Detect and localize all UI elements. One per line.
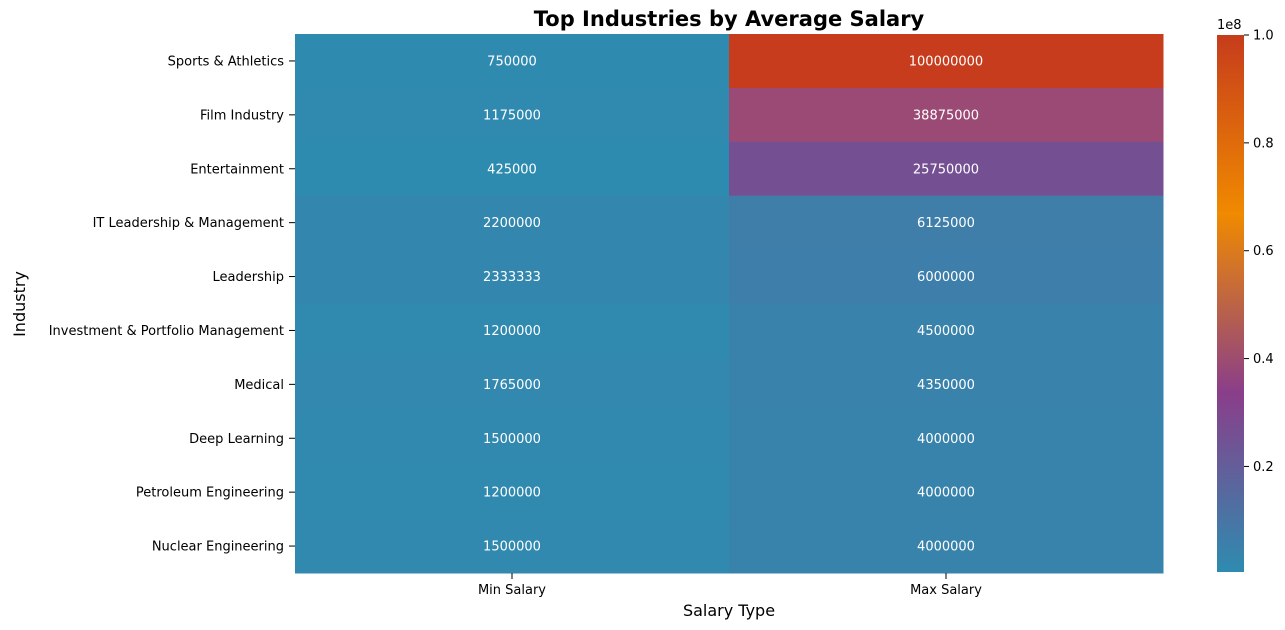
cell-value-label: 4000000 [917,486,975,501]
cell-value-label: 4500000 [917,324,975,339]
cell-value-label: 1175000 [483,108,541,123]
colorbar-tick-label: 0.2 [1253,460,1274,475]
colorbar: 1e8 0.2 0.4 0.6 0.8 1.0 [1217,18,1274,572]
heatmap-cell [729,411,1164,466]
colorbar-exponent-label: 1e8 [1217,18,1242,33]
heatmap-cell [295,519,730,574]
cell-value-label: 100000000 [909,54,983,69]
cell-value-label: 25750000 [913,162,979,177]
x-axis: Min Salary Max Salary [478,573,982,598]
heatmap-cell [729,249,1164,304]
cell-value-label: 1500000 [483,432,541,447]
y-axis: Sports & Athletics Film Industry Entertain… [49,54,295,555]
heatmap-cell [295,411,730,466]
cell-value-label: 6000000 [917,270,975,285]
colorbar-ticks: 0.2 0.4 0.6 0.8 1.0 [1244,29,1274,475]
heatmap-cell [729,195,1164,251]
x-tick-label: Max Salary [910,583,982,598]
cell-value-label: 6125000 [917,216,975,231]
heatmap-cell [729,34,1164,89]
y-tick-label: Petroleum Engineering [136,486,284,501]
y-tick-label: Nuclear Engineering [152,540,284,555]
x-tick-label: Min Salary [478,583,546,598]
y-tick-label: Leadership [213,270,284,285]
cell-value-label: 1765000 [483,378,541,393]
cell-value-label: 38875000 [913,108,979,123]
heatmap-cell [295,87,730,143]
heatmap-cell [295,249,730,304]
y-tick-label: Entertainment [190,162,284,177]
heatmap-cell [729,303,1164,358]
cell-value-label: 4350000 [917,378,975,393]
colorbar-tick-label: 1.0 [1253,29,1274,44]
y-tick-label: IT Leadership & Management [93,216,284,231]
heatmap-cell [729,519,1164,574]
colorbar-tick-label: 0.6 [1253,244,1274,259]
heatmap-cell [295,465,730,520]
colorbar-tick-label: 0.8 [1253,136,1274,151]
cell-value-label: 2200000 [483,216,541,231]
heatmap-cell [295,141,730,197]
y-tick-label: Investment & Portfolio Management [49,324,284,339]
y-tick-label: Sports & Athletics [168,54,285,69]
y-axis-label: Industry [10,271,29,337]
colorbar-tick-label: 0.4 [1253,352,1274,367]
heatmap-cell [295,195,730,251]
cell-value-label: 750000 [487,54,537,69]
y-tick-label: Medical [234,378,284,393]
heatmap-cell [295,357,730,412]
cell-value-label: 1200000 [483,324,541,339]
heatmap-cell [729,141,1164,197]
heatmap-cell [729,357,1164,412]
heatmap-cell [729,465,1164,520]
heatmap-cell [295,303,730,358]
cell-value-label: 1200000 [483,486,541,501]
cell-value-label: 2333333 [483,270,541,285]
x-axis-label: Salary Type [683,601,775,620]
cell-value-label: 425000 [487,162,537,177]
heatmap-cell [729,87,1164,143]
y-tick-label: Deep Learning [189,432,284,447]
cell-value-label: 4000000 [917,432,975,447]
cell-value-label: 4000000 [917,540,975,555]
heatmap-cell [295,34,730,89]
y-tick-label: Film Industry [200,108,284,123]
chart-title: Top Industries by Average Salary [534,7,925,31]
heatmap-cells: 750000 100000000 1175000 38875000 425000 2575… [295,34,1164,574]
colorbar-gradient [1217,35,1244,572]
cell-value-label: 1500000 [483,540,541,555]
